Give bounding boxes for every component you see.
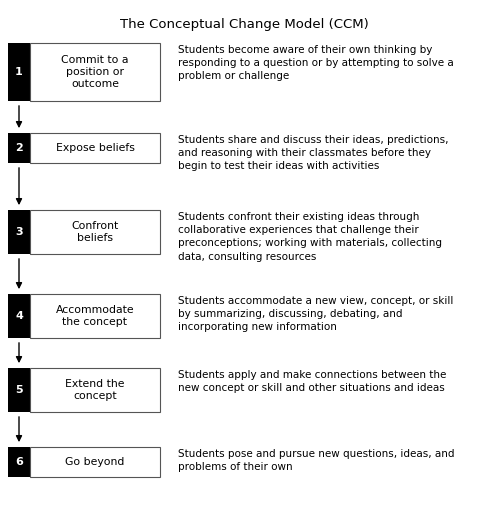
Bar	[8, 294, 30, 338]
Text: Accommodate
the concept: Accommodate the concept	[56, 305, 134, 327]
Text: Confront
beliefs: Confront beliefs	[71, 221, 119, 243]
Text: Students pose and pursue new questions, ideas, and
problems of their own: Students pose and pursue new questions, …	[178, 449, 454, 472]
Text: Go beyond: Go beyond	[65, 457, 125, 467]
Bar	[30, 43, 160, 101]
Text: Students become aware of their own thinking by
responding to a question or by at: Students become aware of their own think…	[178, 45, 454, 82]
Text: Students apply and make connections between the
new concept or skill and other s: Students apply and make connections betw…	[178, 370, 447, 393]
Bar	[8, 133, 30, 163]
Text: 6: 6	[15, 457, 23, 467]
Bar	[30, 294, 160, 338]
Text: Expose beliefs: Expose beliefs	[56, 143, 134, 153]
Bar	[30, 210, 160, 254]
Text: 2: 2	[15, 143, 23, 153]
Bar	[8, 210, 30, 254]
Bar	[8, 368, 30, 412]
Bar	[8, 43, 30, 101]
Text: Commit to a
position or
outcome: Commit to a position or outcome	[61, 55, 129, 89]
Text: 3: 3	[15, 227, 23, 237]
Text: 4: 4	[15, 311, 23, 321]
Bar	[30, 133, 160, 163]
Bar	[30, 447, 160, 477]
Text: Students accommodate a new view, concept, or skill
by summarizing, discussing, d: Students accommodate a new view, concept…	[178, 296, 453, 332]
Text: 1: 1	[15, 67, 23, 77]
Text: Extend the
concept: Extend the concept	[65, 379, 125, 401]
Text: Students share and discuss their ideas, predictions,
and reasoning with their cl: Students share and discuss their ideas, …	[178, 135, 448, 171]
Text: Students confront their existing ideas through
collaborative experiences that ch: Students confront their existing ideas t…	[178, 212, 442, 262]
Bar	[30, 368, 160, 412]
Text: The Conceptual Change Model (CCM): The Conceptual Change Model (CCM)	[120, 18, 368, 31]
Bar	[8, 447, 30, 477]
Text: 5: 5	[15, 385, 23, 395]
